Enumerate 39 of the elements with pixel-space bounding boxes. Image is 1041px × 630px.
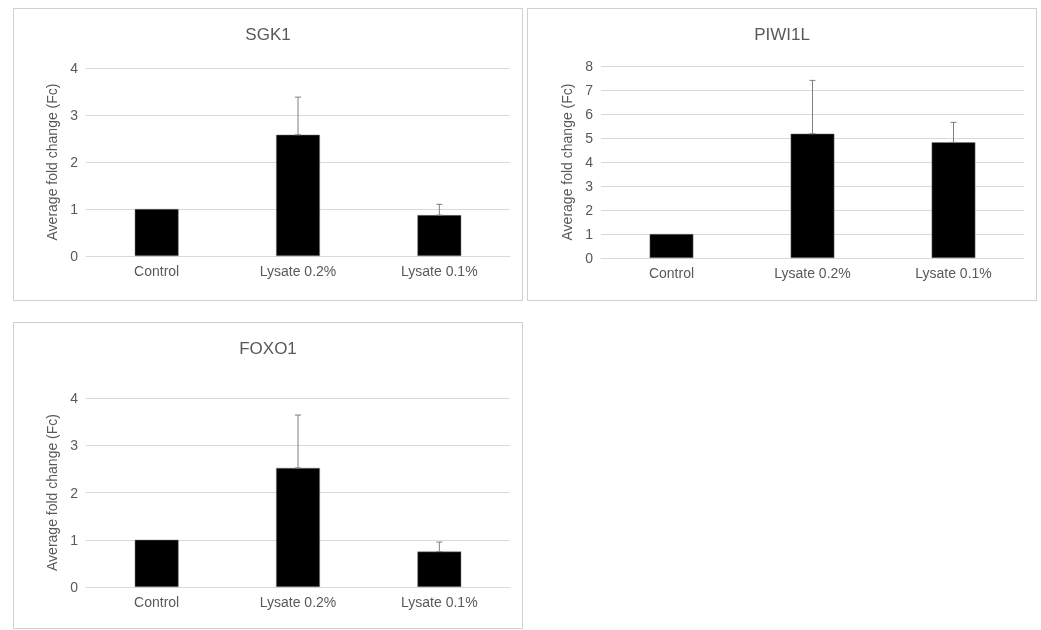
- y-tick-label: 3: [70, 107, 79, 123]
- bar: [649, 234, 694, 258]
- x-tick-label: Lysate 0.2%: [259, 594, 337, 610]
- y-tick-label: 1: [585, 226, 594, 242]
- x-tick-label: Control: [134, 263, 180, 279]
- y-tick-label: 4: [70, 60, 79, 76]
- chart-title: FOXO1: [239, 339, 297, 358]
- y-axis-title: Average fold change (Fc): [559, 83, 576, 241]
- chart-title: SGK1: [245, 25, 291, 44]
- y-tick-label: 2: [70, 154, 79, 170]
- bar: [134, 539, 179, 587]
- y-tick-label: 8: [585, 58, 594, 74]
- bar: [417, 215, 462, 256]
- y-tick-label: 6: [585, 106, 594, 122]
- y-tick-label: 7: [585, 82, 594, 98]
- y-tick-label: 4: [585, 154, 594, 170]
- y-tick-label: 1: [70, 531, 79, 548]
- x-tick-label: Lysate 0.1%: [915, 265, 992, 281]
- y-axis-title: Average fold change (Fc): [44, 414, 61, 571]
- y-tick-label: 5: [585, 130, 594, 146]
- y-tick-label: 3: [585, 178, 594, 194]
- x-tick-label: Lysate 0.1%: [401, 594, 478, 610]
- y-tick-label: 0: [70, 248, 79, 264]
- bar: [134, 209, 179, 256]
- x-tick-label: Lysate 0.2%: [259, 263, 337, 279]
- y-tick-label: 0: [585, 250, 594, 266]
- y-tick-label: 3: [70, 437, 79, 454]
- x-tick-label: Control: [134, 594, 180, 610]
- y-tick-label: 2: [70, 484, 79, 501]
- x-tick-label: Control: [648, 265, 695, 281]
- y-tick-label: 0: [70, 579, 79, 595]
- y-tick-label: 1: [70, 201, 79, 217]
- y-axis-title: Average fold change (Fc): [44, 83, 61, 241]
- x-tick-label: Lysate 0.1%: [401, 263, 478, 279]
- bar: [276, 467, 320, 587]
- chart-title: PIWI1L: [754, 25, 810, 44]
- y-tick-label: 2: [585, 202, 594, 218]
- x-tick-label: Lysate 0.2%: [774, 265, 851, 281]
- y-tick-label: 4: [70, 390, 79, 406]
